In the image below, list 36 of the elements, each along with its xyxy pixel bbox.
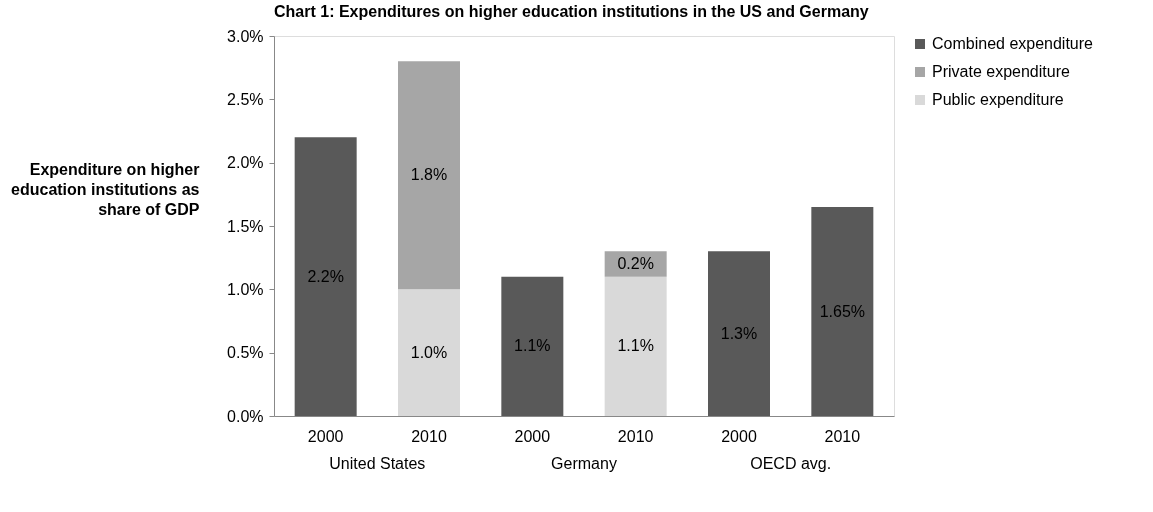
legend-label: Public expenditure <box>932 91 1064 108</box>
x-tick-label: 2010 <box>617 427 654 445</box>
x-tick-label: 2010 <box>411 427 447 445</box>
data-label: 1.65% <box>819 302 866 320</box>
y-axis-title: Expenditure on higher education institutions as share of GDP <box>11 160 200 218</box>
bar <box>604 276 667 416</box>
x-tick-label: 2000 <box>514 427 551 445</box>
y-tick-label: 0.0% <box>227 407 264 425</box>
bar <box>294 137 357 416</box>
data-label: 1.0% <box>410 343 448 361</box>
data-label: 1.1% <box>617 337 654 355</box>
y-tick-label: 2.5% <box>227 90 264 108</box>
legend-label: Combined expenditure <box>932 35 1094 52</box>
bar <box>501 276 564 416</box>
text: United States <box>329 455 426 472</box>
y-tick-label: 3.0% <box>227 27 264 45</box>
data-label: 1.3% <box>720 324 758 342</box>
bar <box>708 251 770 416</box>
data-label: 1.1% <box>514 337 551 355</box>
x-tick-label: 2000 <box>307 427 344 445</box>
data-label: 2.2% <box>307 267 344 285</box>
y-tick-label: 1.0% <box>227 280 264 298</box>
bar <box>398 61 460 290</box>
y-tick-label: 1.5% <box>227 217 264 235</box>
y-tick-label: 0.5% <box>227 344 264 362</box>
x-tick-label: 2000 <box>721 427 757 445</box>
y-tick-label: 2.0% <box>227 154 264 172</box>
text: Germany <box>551 455 617 472</box>
bar <box>398 289 460 416</box>
data-label: 0.2% <box>617 255 654 272</box>
bar <box>811 207 874 416</box>
chart-title: Chart 1: Expenditures on higher education institutions in the US and Germany <box>274 3 869 20</box>
legend-label: Private expenditure <box>932 63 1070 80</box>
text: OECD avg. <box>750 455 832 472</box>
data-label: 1.8% <box>410 166 448 184</box>
x-tick-label: 2010 <box>824 427 861 445</box>
